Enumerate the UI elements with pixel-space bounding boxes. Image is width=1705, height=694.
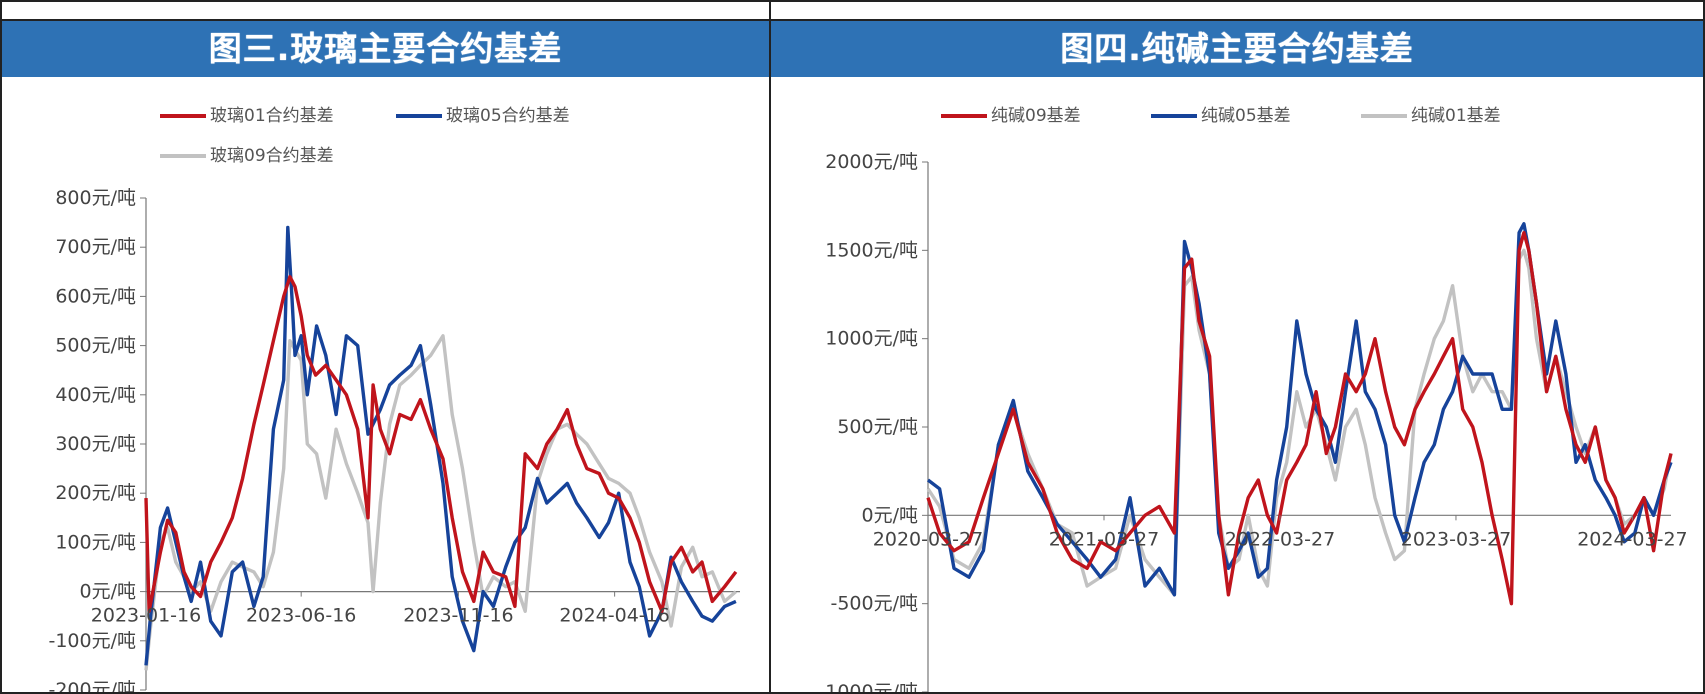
y-tick-label: 1000元/吨 bbox=[825, 328, 918, 350]
chart-legend: 玻璃01合约基差 玻璃05合约基差 玻璃09合约基差 bbox=[2, 94, 769, 174]
x-tick-label: 2023-06-16 bbox=[246, 605, 356, 627]
y-tick-label: 300元/吨 bbox=[55, 433, 136, 455]
y-tick-label: 500元/吨 bbox=[55, 335, 136, 357]
chart-title: 图三.玻璃主要合约基差 bbox=[2, 21, 769, 77]
chart-title: 图四.纯碱主要合约基差 bbox=[771, 21, 1703, 77]
y-tick-label: 200元/吨 bbox=[55, 482, 136, 504]
y-tick-label: 400元/吨 bbox=[55, 384, 136, 406]
y-tick-label: 100元/吨 bbox=[55, 531, 136, 553]
y-tick-label: 500元/吨 bbox=[837, 416, 918, 438]
x-tick-label: 2023-11-16 bbox=[403, 605, 513, 627]
chart-plot: 800元/吨 700元/吨 600元/吨 500元/吨 400元/吨 300元/吨 200元… bbox=[48, 187, 740, 692]
x-tick-label: 2023-01-16 bbox=[91, 605, 201, 627]
legend-label: 纯碱05基差 bbox=[1201, 106, 1291, 126]
legend-label: 玻璃01合约基差 bbox=[210, 106, 334, 126]
legend-label: 玻璃09合约基差 bbox=[210, 146, 334, 166]
x-tick-label: 2024-03-27 bbox=[1577, 528, 1687, 550]
y-tick-label: 2000元/吨 bbox=[825, 151, 918, 173]
legend-swatch bbox=[160, 154, 206, 158]
x-tick-label: 2022-03-27 bbox=[1225, 528, 1335, 550]
x-tick-label: 2020-03-27 bbox=[873, 528, 983, 550]
x-tick-label: 2021-03-27 bbox=[1049, 528, 1159, 550]
legend-swatch bbox=[941, 114, 987, 118]
legend-label: 纯碱09基差 bbox=[991, 106, 1081, 126]
chart-panel-left: 图三.玻璃主要合约基差 玻璃01合约基差 玻璃05合约基差 玻璃09合约基差 8… bbox=[0, 0, 771, 694]
top-strip bbox=[2, 2, 769, 21]
legend-label: 玻璃05合约基差 bbox=[446, 106, 570, 126]
y-tick-label: 0元/吨 bbox=[862, 504, 919, 526]
legend-item: 纯碱01基差 bbox=[1361, 101, 1501, 126]
legend-swatch bbox=[396, 114, 442, 118]
legend-item: 玻璃01合约基差 bbox=[160, 101, 334, 126]
legend-label: 纯碱01基差 bbox=[1411, 106, 1501, 126]
chart-panel-right: 图四.纯碱主要合约基差 纯碱09基差 纯碱05基差 纯碱01基差 2000元/吨… bbox=[769, 0, 1705, 694]
x-tick-label: 2024-04-16 bbox=[559, 605, 669, 627]
y-tick-label: 600元/吨 bbox=[55, 285, 136, 307]
y-tick-label: -200元/吨 bbox=[48, 679, 136, 692]
y-tick-label: 0元/吨 bbox=[80, 581, 137, 603]
legend-item: 玻璃05合约基差 bbox=[396, 101, 570, 126]
chart-legend: 纯碱09基差 纯碱05基差 纯碱01基差 bbox=[771, 94, 1703, 134]
legend-item: 纯碱05基差 bbox=[1151, 101, 1291, 126]
legend-item: 纯碱09基差 bbox=[941, 101, 1081, 126]
y-tick-label: 700元/吨 bbox=[55, 236, 136, 258]
top-strip bbox=[771, 2, 1703, 21]
legend-swatch bbox=[160, 114, 206, 118]
legend-item: 玻璃09合约基差 bbox=[160, 141, 334, 166]
series-line bbox=[144, 334, 738, 671]
y-tick-label: 800元/吨 bbox=[55, 187, 136, 209]
series-line bbox=[926, 230, 1673, 606]
legend-swatch bbox=[1361, 114, 1407, 118]
legend-swatch bbox=[1151, 114, 1197, 118]
y-tick-label: -500元/吨 bbox=[830, 593, 918, 615]
y-tick-label: -100元/吨 bbox=[48, 630, 136, 652]
series-line bbox=[926, 222, 1673, 597]
y-tick-label: -1000元/吨 bbox=[818, 681, 918, 692]
y-tick-label: 1500元/吨 bbox=[825, 239, 918, 261]
chart-plot: 2000元/吨 1500元/吨 1000元/吨 500元/吨 0元/吨 -500元/吨 -1… bbox=[818, 151, 1688, 692]
x-tick-label: 2023-03-27 bbox=[1401, 528, 1511, 550]
series-line bbox=[144, 225, 737, 666]
series-line bbox=[144, 275, 738, 613]
